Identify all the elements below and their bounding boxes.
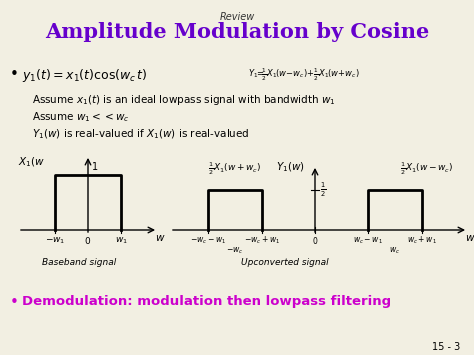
Text: $-w_1$: $-w_1$ (45, 235, 65, 246)
Text: Assume $x_1(t)$ is an ideal lowpass signal with bandwidth $w_1$: Assume $x_1(t)$ is an ideal lowpass sign… (32, 93, 336, 107)
Text: $w_1$: $w_1$ (115, 235, 128, 246)
Text: Upconverted signal: Upconverted signal (241, 258, 329, 267)
Text: $y_1(t) = x_1(t)\cos(w_c\,t)$: $y_1(t) = x_1(t)\cos(w_c\,t)$ (22, 67, 147, 84)
Text: •: • (10, 295, 19, 310)
Text: $X_1(w$: $X_1(w$ (18, 155, 45, 169)
Text: $Y_1(w)$ is real-valued if $X_1(w)$ is real-valued: $Y_1(w)$ is real-valued if $X_1(w)$ is r… (32, 127, 250, 141)
Text: Amplitude Modulation by Cosine: Amplitude Modulation by Cosine (45, 22, 429, 42)
Text: 1: 1 (92, 162, 98, 172)
Text: $w_c+w_1$: $w_c+w_1$ (407, 235, 437, 246)
Text: Assume $w_1 << w_c$: Assume $w_1 << w_c$ (32, 110, 129, 124)
Text: $-w_c$: $-w_c$ (226, 246, 244, 257)
Text: 15 - 3: 15 - 3 (432, 342, 460, 352)
Text: $Y_1(w)$: $Y_1(w)$ (276, 160, 305, 174)
Text: $w$: $w$ (155, 233, 165, 243)
Text: $\frac{1}{2}X_1(w-w_c)$: $\frac{1}{2}X_1(w-w_c)$ (400, 160, 453, 177)
Text: Demodulation: modulation then lowpass filtering: Demodulation: modulation then lowpass fi… (22, 295, 391, 308)
Text: $\frac{1}{2}X_1(w+w_c)$: $\frac{1}{2}X_1(w+w_c)$ (209, 160, 262, 177)
Text: $-w_c-w_1$: $-w_c-w_1$ (190, 235, 226, 246)
Text: •: • (10, 67, 19, 82)
Text: $w_c-w_1$: $w_c-w_1$ (353, 235, 383, 246)
Text: $w$: $w$ (465, 233, 474, 243)
Text: Review: Review (219, 12, 255, 22)
Text: $0$: $0$ (84, 235, 91, 246)
Text: $Y_1\!\!=\!\!\frac{1}{2}X_1\!(w\!-\!w_c)\!+\!\frac{1}{2}X_1\!(w\!+\!w_c)$: $Y_1\!\!=\!\!\frac{1}{2}X_1\!(w\!-\!w_c)… (248, 67, 360, 83)
Text: $w_c$: $w_c$ (390, 246, 401, 257)
Text: $-w_c+w_1$: $-w_c+w_1$ (244, 235, 280, 246)
Text: $0$: $0$ (312, 235, 318, 246)
Text: $\frac{1}{2}$: $\frac{1}{2}$ (320, 181, 326, 199)
Text: Baseband signal: Baseband signal (42, 258, 116, 267)
